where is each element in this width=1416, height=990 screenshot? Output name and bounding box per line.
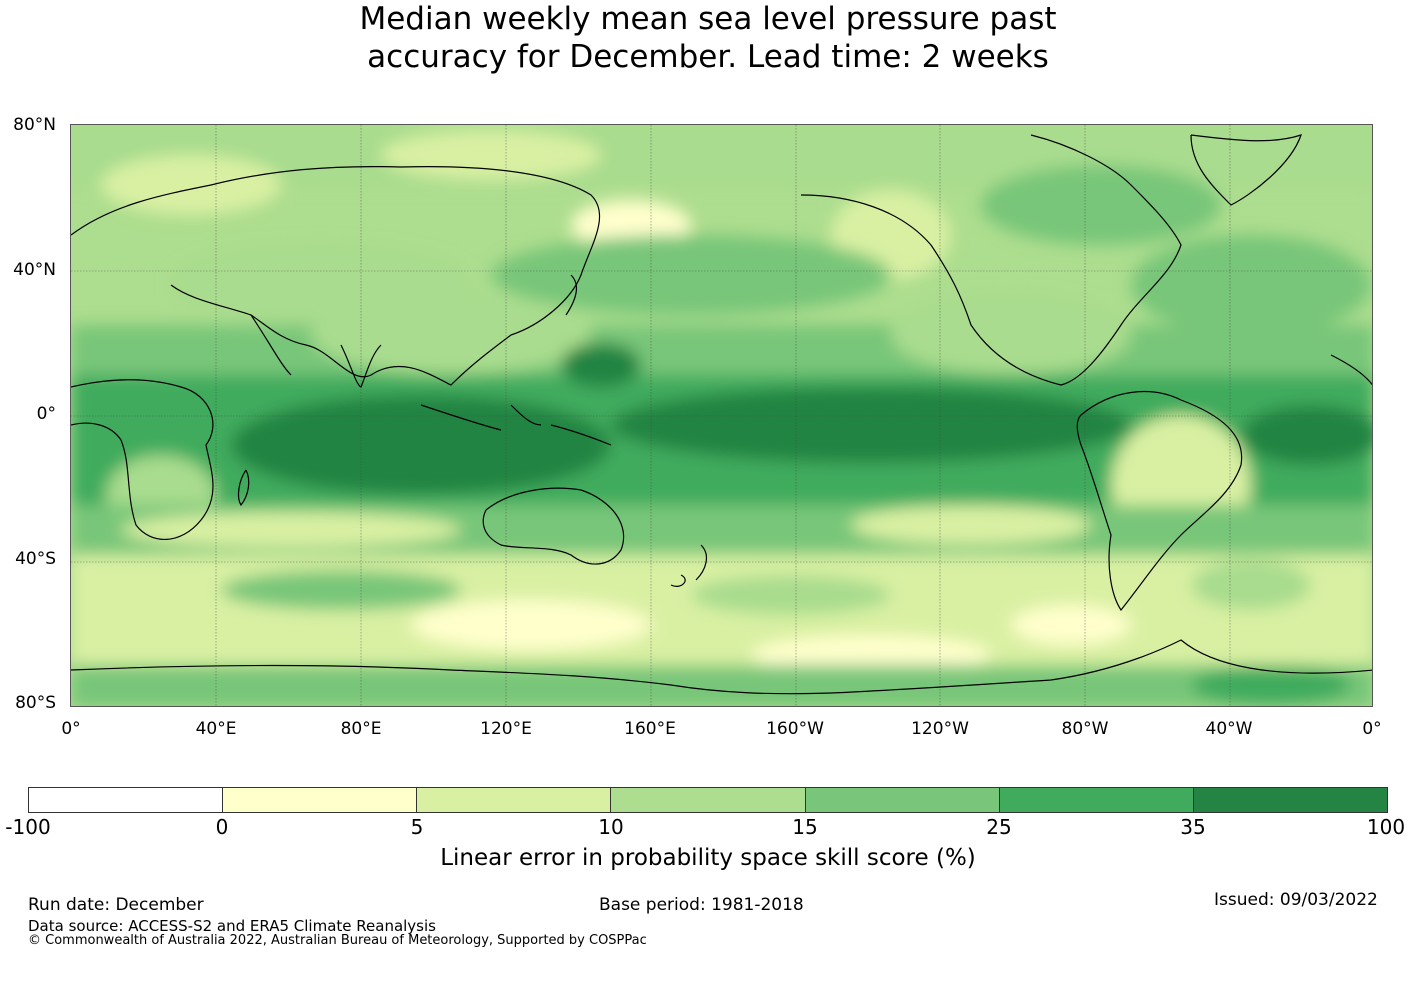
run-date: Run date: December <box>28 895 204 915</box>
colorbar-tick: -100 <box>5 815 51 839</box>
colorbar-tick: 25 <box>986 815 1012 839</box>
lon-label-40e: 40°E <box>195 719 237 739</box>
colorbar-segment <box>1192 788 1387 812</box>
colorbar-segment <box>416 788 611 812</box>
lat-label-80s: 80°S <box>15 693 56 713</box>
lon-label-80e: 80°E <box>340 719 382 739</box>
lon-label-0: 0° <box>61 719 81 739</box>
lat-label-40n: 40°N <box>13 260 56 280</box>
lat-label-0: 0° <box>36 404 56 424</box>
colorbar-label: Linear error in probability space skill … <box>440 845 976 871</box>
lat-label-40s: 40°S <box>15 549 56 569</box>
colorbar-segment <box>998 788 1193 812</box>
lon-label-120e: 120°E <box>480 719 532 739</box>
copyright: © Commonwealth of Australia 2022, Austra… <box>28 933 647 948</box>
chart-title: Median weekly mean sea level pressure pa… <box>0 0 1416 76</box>
lon-label-160e: 160°E <box>624 719 676 739</box>
skill-score-map <box>70 124 1373 707</box>
colorbar-tick: 35 <box>1180 815 1206 839</box>
title-line-2: accuracy for December. Lead time: 2 week… <box>367 39 1049 75</box>
coastlines <box>71 134 1372 695</box>
lon-label-160w: 160°W <box>766 719 824 739</box>
colorbar-segment <box>804 788 999 812</box>
title-line-1: Median weekly mean sea level pressure pa… <box>359 1 1057 37</box>
lon-label-120w: 120°W <box>911 719 969 739</box>
colorbar-tick: 10 <box>598 815 624 839</box>
colorbar-tick: 0 <box>215 815 229 839</box>
lon-label-40w: 40°W <box>1205 719 1253 739</box>
base-period: Base period: 1981-2018 <box>599 895 804 915</box>
issued-date: Issued: 09/03/2022 <box>1214 890 1378 910</box>
colorbar-segment <box>222 788 417 812</box>
colorbar-tick: 15 <box>792 815 818 839</box>
colorbar-segment <box>610 788 805 812</box>
colorbar-tick: 5 <box>410 815 424 839</box>
colorbar <box>28 787 1388 813</box>
colorbar-segment <box>29 788 223 812</box>
lat-label-80n: 80°N <box>13 115 56 135</box>
map-svg <box>71 125 1372 706</box>
skill-field <box>71 125 1372 706</box>
data-source: Data source: ACCESS-S2 and ERA5 Climate … <box>28 917 436 935</box>
colorbar-tick: 100 <box>1366 815 1406 839</box>
lon-label-0-right: 0° <box>1362 719 1382 739</box>
graticule <box>71 125 1372 706</box>
lon-label-80w: 80°W <box>1061 719 1109 739</box>
